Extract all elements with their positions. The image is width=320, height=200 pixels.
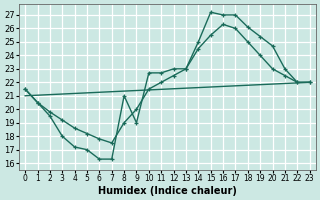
X-axis label: Humidex (Indice chaleur): Humidex (Indice chaleur): [98, 186, 237, 196]
